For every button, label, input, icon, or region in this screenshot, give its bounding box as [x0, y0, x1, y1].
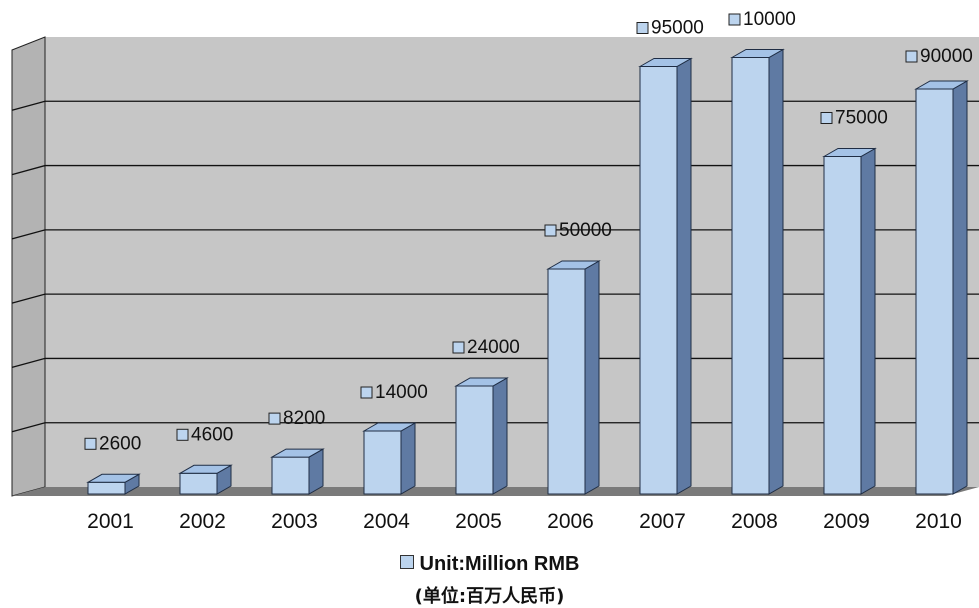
bar-top — [454, 377, 509, 387]
data-label-marker — [905, 50, 918, 63]
data-label-marker — [820, 112, 833, 124]
bar — [731, 57, 770, 495]
data-label: 24000 — [467, 337, 520, 358]
bar — [271, 456, 310, 495]
bar-top — [86, 473, 141, 483]
bar — [547, 268, 586, 495]
data-label: 50000 — [559, 220, 612, 241]
data-label: 90000 — [920, 46, 973, 67]
bar-top — [362, 422, 417, 432]
bar — [87, 481, 126, 495]
bar-side — [400, 422, 416, 495]
x-tick-label: 2010 — [915, 510, 962, 533]
bar-side — [676, 57, 692, 495]
x-tick-label: 2008 — [731, 510, 778, 533]
data-label: 8200 — [283, 408, 325, 429]
bars — [86, 48, 969, 495]
x-tick-labels: 2001 2002 2003 2004 2005 2006 2007 2008 2009 2010 — [87, 510, 962, 533]
x-tick-label: 2004 — [363, 510, 410, 533]
data-label: 75000 — [835, 108, 888, 129]
data-label: 95000 — [651, 18, 704, 39]
data-label-marker — [636, 22, 649, 34]
bar-side — [768, 48, 784, 495]
data-label: 2600 — [99, 433, 141, 454]
legend-sublabel: (单位:百万人民币) — [414, 586, 565, 607]
bar — [363, 430, 402, 495]
bar — [915, 88, 954, 495]
data-label-marker — [360, 386, 373, 399]
data-label-marker — [452, 341, 465, 354]
bar-top — [638, 58, 693, 67]
bar-top — [914, 80, 969, 90]
data-label-marker — [176, 428, 189, 441]
data-label: 4600 — [191, 424, 233, 445]
bar-top — [730, 49, 785, 58]
x-tick-label: 2006 — [547, 510, 594, 533]
value-labels: 2600 4600 8200 14000 24000 50000 95000 10000 750… — [84, 9, 973, 454]
bar-top — [822, 148, 877, 157]
bar-side — [584, 260, 600, 495]
data-label-marker — [728, 13, 741, 26]
legend-label: Unit:Million RMB — [419, 553, 580, 575]
bar-side — [952, 80, 968, 495]
data-label-marker — [268, 412, 281, 425]
x-tick-label: 2003 — [271, 510, 318, 533]
data-label: 10000 — [743, 9, 796, 30]
bar-top — [178, 464, 233, 474]
x-tick-label: 2007 — [639, 510, 686, 533]
bar-side — [860, 147, 876, 495]
bar-side — [492, 377, 508, 495]
bar — [455, 385, 494, 495]
x-tick-label: 2001 — [87, 510, 134, 533]
x-tick-label: 2009 — [823, 510, 870, 533]
bar-top — [270, 448, 325, 458]
data-label-marker — [84, 437, 97, 450]
x-tick-label: 2005 — [455, 510, 502, 533]
bar-top — [546, 260, 601, 270]
bar — [823, 156, 862, 495]
bar — [179, 472, 218, 495]
data-label: 14000 — [375, 382, 428, 403]
x-tick-label: 2002 — [179, 510, 226, 533]
legend-swatch — [399, 555, 414, 569]
bar — [639, 66, 678, 495]
data-label-marker — [544, 224, 557, 237]
legend: Unit:Million RMB — [0, 553, 979, 576]
